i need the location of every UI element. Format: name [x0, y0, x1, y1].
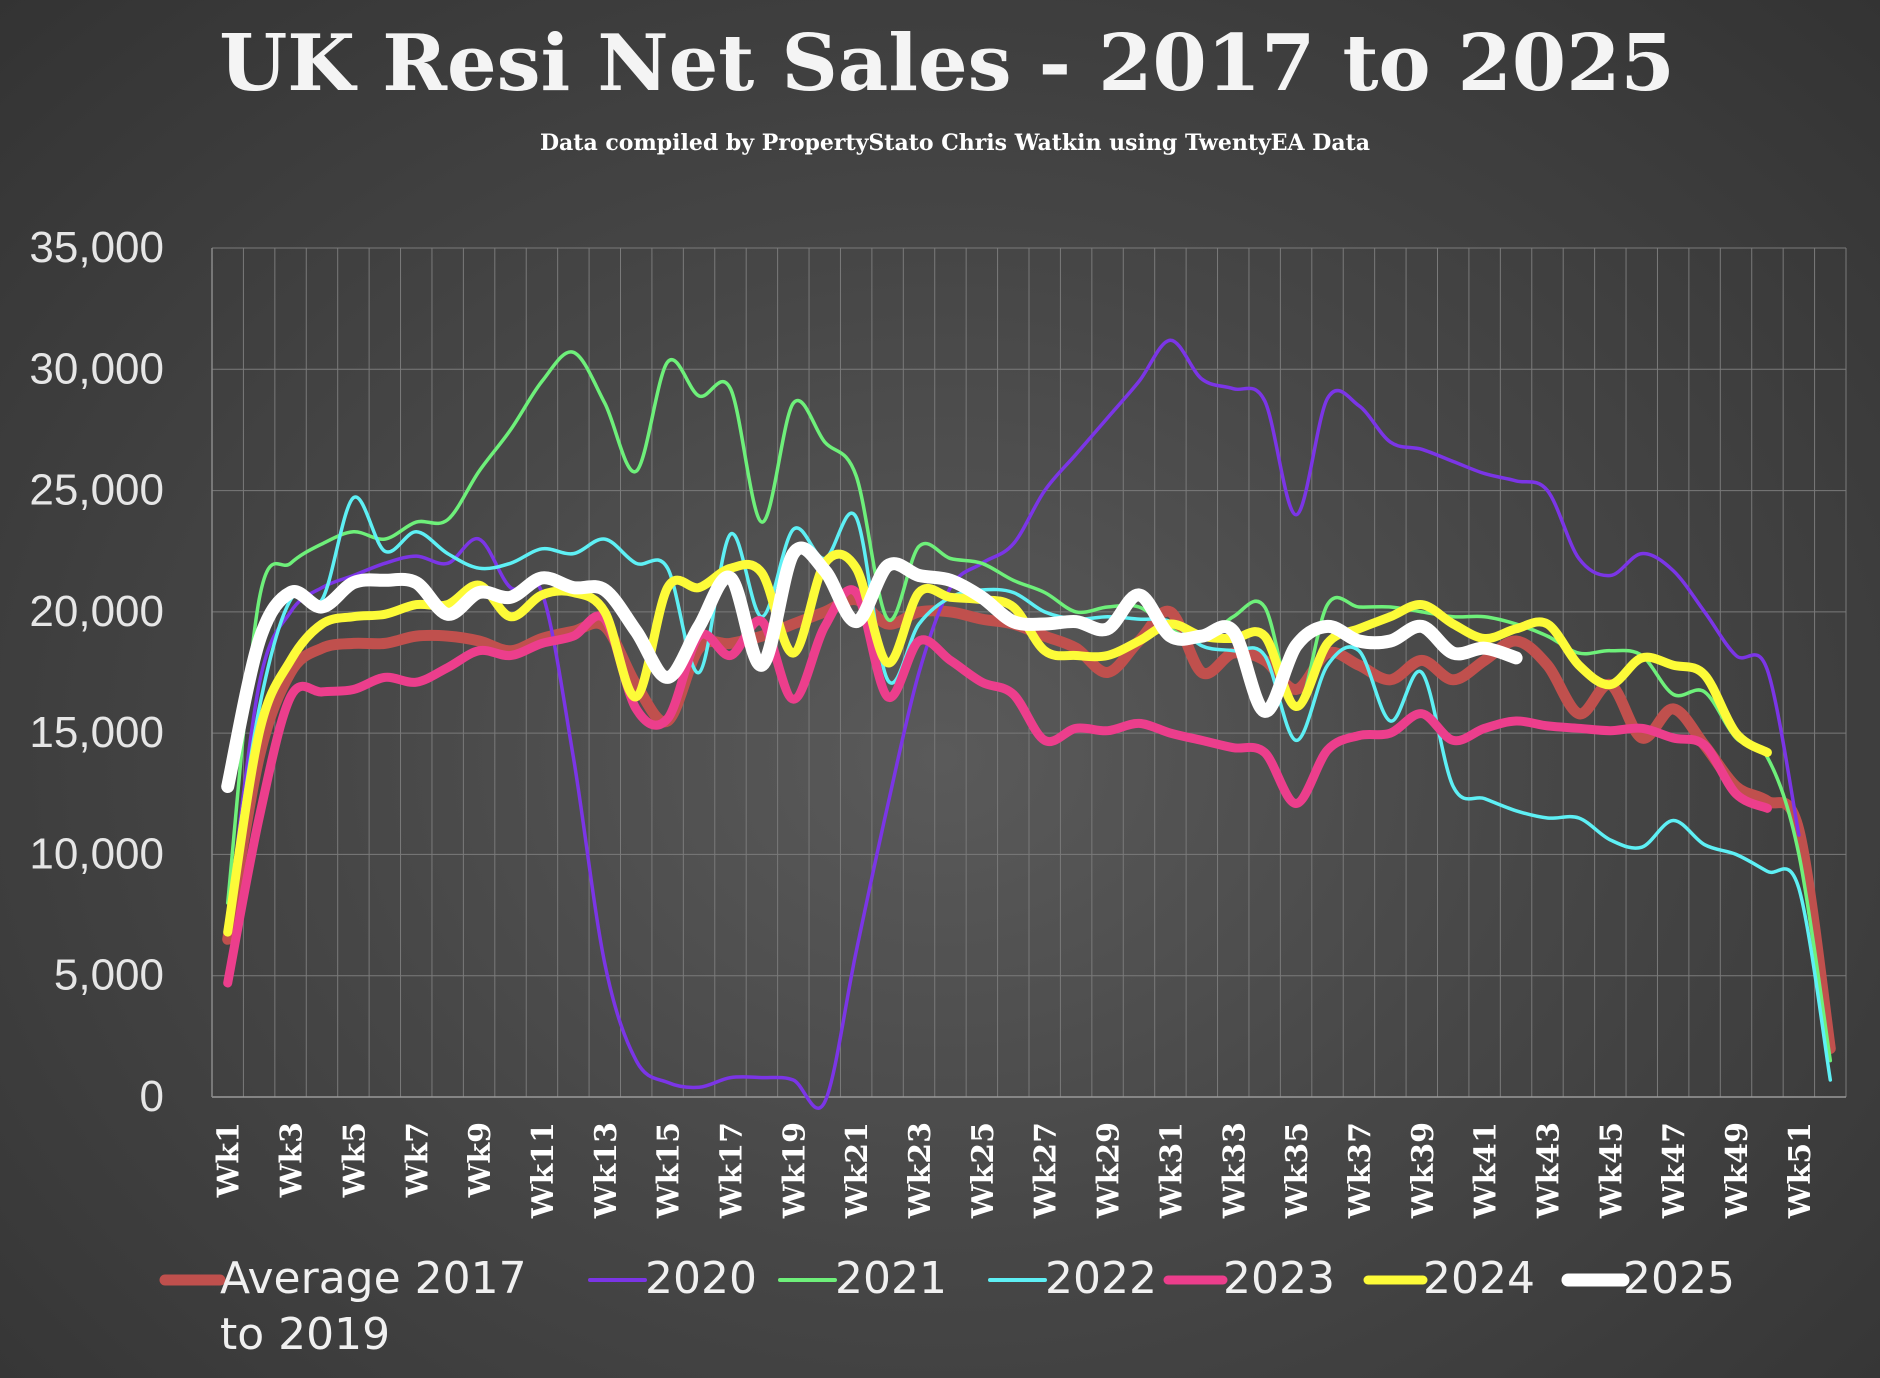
x-tick-label: Wk15 — [652, 1122, 687, 1219]
x-tick-label: Wk51 — [1783, 1122, 1818, 1219]
x-tick-label: Wk47 — [1657, 1122, 1692, 1219]
legend-label: to 2019 — [220, 1309, 390, 1360]
legend-label: 2021 — [835, 1253, 947, 1304]
y-tick-label: 5,000 — [54, 951, 164, 1000]
y-tick-label: 20,000 — [29, 587, 164, 636]
x-tick-label: Wk31 — [1154, 1122, 1189, 1219]
legend-item-2022: 2022 — [988, 1253, 1157, 1304]
y-tick-label: 10,000 — [29, 829, 164, 878]
x-tick-label: Wk3 — [275, 1122, 310, 1198]
legend-item-2020: 2020 — [588, 1253, 757, 1304]
grid — [211, 247, 1847, 1098]
x-tick-label: Wk1 — [212, 1122, 247, 1198]
x-tick-label: Wk33 — [1217, 1122, 1252, 1219]
x-tick-label: Wk7 — [400, 1122, 435, 1198]
series-lines — [221, 338, 1836, 1110]
x-tick-label: Wk13 — [589, 1122, 624, 1219]
series-line-2020 — [225, 338, 1801, 1110]
series-line-2023 — [223, 585, 1772, 988]
y-tick-label: 30,000 — [29, 344, 164, 393]
legend-item-2025: 2025 — [1561, 1253, 1735, 1304]
x-tick-label: Wk5 — [337, 1122, 372, 1198]
x-tick-label: Wk41 — [1469, 1122, 1504, 1219]
x-tick-label: Wk37 — [1343, 1122, 1378, 1219]
chart-subtitle: Data compiled by PropertyStato Chris Wat… — [540, 130, 1370, 156]
chart-title: UK Resi Net Sales - 2017 to 2025 — [219, 18, 1675, 109]
legend-label: 2022 — [1045, 1253, 1157, 1304]
legend-label: 2020 — [645, 1253, 757, 1304]
x-tick-label: Wk23 — [903, 1122, 938, 1219]
legend-item-2024: 2024 — [1363, 1253, 1535, 1304]
x-tick-label: Wk45 — [1594, 1122, 1629, 1219]
y-tick-label: 25,000 — [29, 466, 164, 515]
x-tick-label: Wk29 — [1092, 1122, 1127, 1219]
x-tick-label: Wk27 — [1029, 1122, 1064, 1219]
x-tick-label: Wk49 — [1720, 1122, 1755, 1219]
legend-item-2021: 2021 — [778, 1253, 947, 1304]
legend-label: Average 2017 — [220, 1253, 527, 1304]
series-line-2024 — [223, 549, 1772, 937]
series-line-2025 — [221, 541, 1523, 793]
x-tick-label: Wk25 — [966, 1122, 1001, 1219]
y-tick-label: 35,000 — [29, 223, 164, 272]
y-tick-label: 15,000 — [29, 708, 164, 757]
legend-label: 2025 — [1623, 1253, 1735, 1304]
y-axis: 0 5,000 10,000 15,000 20,000 25,000 30,000 35,0… — [29, 223, 164, 1121]
x-tick-label: Wk21 — [840, 1122, 875, 1219]
x-tick-label: Wk11 — [526, 1122, 561, 1219]
x-axis: Wk1 Wk3 Wk5 Wk7 Wk9 Wk11 Wk13 Wk15 Wk17 Wk19 Wk21 W… — [212, 1122, 1818, 1219]
x-tick-label: Wk9 — [463, 1122, 498, 1198]
y-tick-label: 0 — [140, 1072, 164, 1121]
x-tick-label: Wk17 — [714, 1122, 749, 1219]
x-tick-label: Wk35 — [1280, 1122, 1315, 1219]
x-tick-label: Wk43 — [1531, 1122, 1566, 1219]
legend-item-2023: 2023 — [1163, 1253, 1335, 1304]
series-line-2022 — [225, 495, 1833, 1082]
x-tick-label: Wk19 — [777, 1122, 812, 1219]
legend-label: 2024 — [1423, 1253, 1535, 1304]
legend-label: 2023 — [1223, 1253, 1335, 1304]
x-tick-label: Wk39 — [1406, 1122, 1441, 1219]
